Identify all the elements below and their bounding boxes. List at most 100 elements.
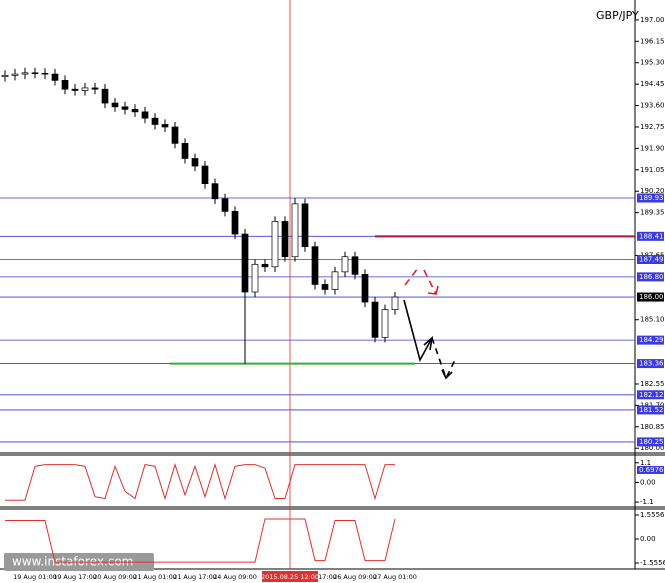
candle-body — [111, 102, 119, 108]
level-label: 186.80 — [639, 273, 664, 281]
level-box — [637, 255, 664, 265]
y-tick-label: 197.00 — [640, 16, 665, 24]
candle-body — [151, 117, 159, 125]
forecast-arrows — [403, 267, 456, 381]
y-tick-label: 180.85 — [640, 423, 665, 431]
candle-body — [361, 274, 369, 303]
candle-body — [81, 87, 89, 91]
y-tick-label: 189.35 — [640, 209, 665, 217]
level-box — [637, 272, 664, 282]
level-label: 184.29 — [639, 336, 664, 344]
indicator-line — [5, 518, 396, 563]
candle-body — [321, 284, 329, 290]
candle-body — [51, 73, 59, 81]
y-tick-label: 0.00 — [640, 535, 656, 543]
candle-body — [61, 80, 69, 90]
forecast-arrow — [431, 337, 456, 381]
candle-body — [181, 143, 189, 159]
candle-body — [291, 203, 299, 258]
x-tick-label: 19 Aug 01:00 — [13, 573, 57, 581]
cursor-time: 2015.08.25 12:00 — [261, 573, 319, 581]
symbol-title: GBP/JPY — [596, 9, 639, 22]
candle-body — [331, 271, 339, 290]
candle-body — [381, 309, 389, 338]
level-box — [637, 335, 664, 345]
candle-body — [221, 198, 229, 212]
level-label: 182.12 — [639, 391, 664, 399]
level-box — [637, 359, 664, 369]
arrow-head — [441, 369, 453, 380]
candle-body — [371, 301, 379, 338]
y-tick-label: 192.75 — [640, 123, 665, 131]
x-tick-label: 20 Aug 09:00 — [93, 573, 137, 581]
y-tick-label: -1.1 — [640, 498, 654, 506]
forecast-arrow-alt — [404, 267, 419, 286]
candle-body — [1, 74, 9, 77]
y-tick-label: -1.5556 — [640, 559, 665, 567]
forecast-arrow-alt — [423, 269, 437, 295]
candle-body — [261, 263, 269, 268]
level-label: 183.36 — [639, 360, 664, 368]
level-box — [637, 437, 664, 447]
candle-body — [91, 87, 99, 90]
x-tick-label: 19 Aug 17:00 — [53, 573, 97, 581]
indicator-line — [5, 462, 395, 501]
candle-body — [271, 221, 279, 268]
candle-body — [31, 72, 39, 74]
level-box — [637, 231, 664, 241]
x-tick-label: 21 Aug 01:00 — [133, 573, 177, 581]
candle-body — [121, 106, 129, 110]
x-tick-label: 21 Aug 17:00 — [173, 573, 217, 581]
candle-body — [251, 263, 259, 293]
level-label: 181.52 — [639, 406, 664, 414]
y-tick-label: 185.10 — [640, 316, 665, 324]
y-tick-label: 182.55 — [640, 380, 665, 388]
x-tick-label: 26 Aug 09:00 — [333, 573, 377, 581]
candle-body — [241, 233, 249, 293]
candle-body — [131, 108, 139, 113]
candle-body — [211, 183, 219, 200]
candle-body — [141, 111, 149, 119]
watermark: www.instaforex.com — [12, 555, 133, 569]
level-box — [637, 405, 664, 415]
candle-body — [351, 256, 359, 275]
candle-body — [281, 221, 289, 258]
candle-body — [101, 88, 109, 104]
y-tick-label: 0.00 — [640, 478, 656, 486]
arrow-head — [427, 285, 439, 295]
level-label: 188.41 — [639, 232, 664, 240]
candle-body — [171, 126, 179, 144]
level-label: 186.00 — [639, 293, 664, 301]
y-tick-label: 180.00 — [640, 444, 665, 452]
level-label: 180.25 — [639, 438, 664, 446]
level-box — [637, 465, 664, 474]
candle-body — [21, 72, 29, 75]
y-tick-label: 195.30 — [640, 59, 665, 67]
y-tick-label: 190.20 — [640, 187, 665, 195]
x-tick-label: 27 Aug 01:00 — [373, 573, 417, 581]
candle-body — [191, 158, 199, 167]
candle-body — [161, 124, 169, 128]
y-tick-label: 1.5556 — [640, 511, 665, 519]
y-tick-label: 196.15 — [640, 37, 665, 45]
candle-body — [301, 203, 309, 248]
cursor-time-box — [262, 571, 318, 582]
level-box — [637, 193, 664, 203]
y-tick-label: 194.45 — [640, 80, 665, 88]
y-tick-label: 191.90 — [640, 144, 665, 152]
level-box — [637, 390, 664, 400]
candle-body — [391, 296, 399, 310]
level-label: 0.6976 — [639, 466, 664, 474]
level-box — [637, 292, 664, 302]
x-tick-label: 24 Aug 09:00 — [213, 573, 257, 581]
forecast-arrow — [403, 299, 433, 363]
candle-body — [41, 72, 49, 75]
level-label: 189.93 — [639, 194, 664, 202]
candle-body — [71, 88, 79, 91]
candle-body — [201, 165, 209, 185]
y-tick-label: 193.60 — [640, 102, 665, 110]
y-tick-label: 181.70 — [640, 401, 665, 409]
